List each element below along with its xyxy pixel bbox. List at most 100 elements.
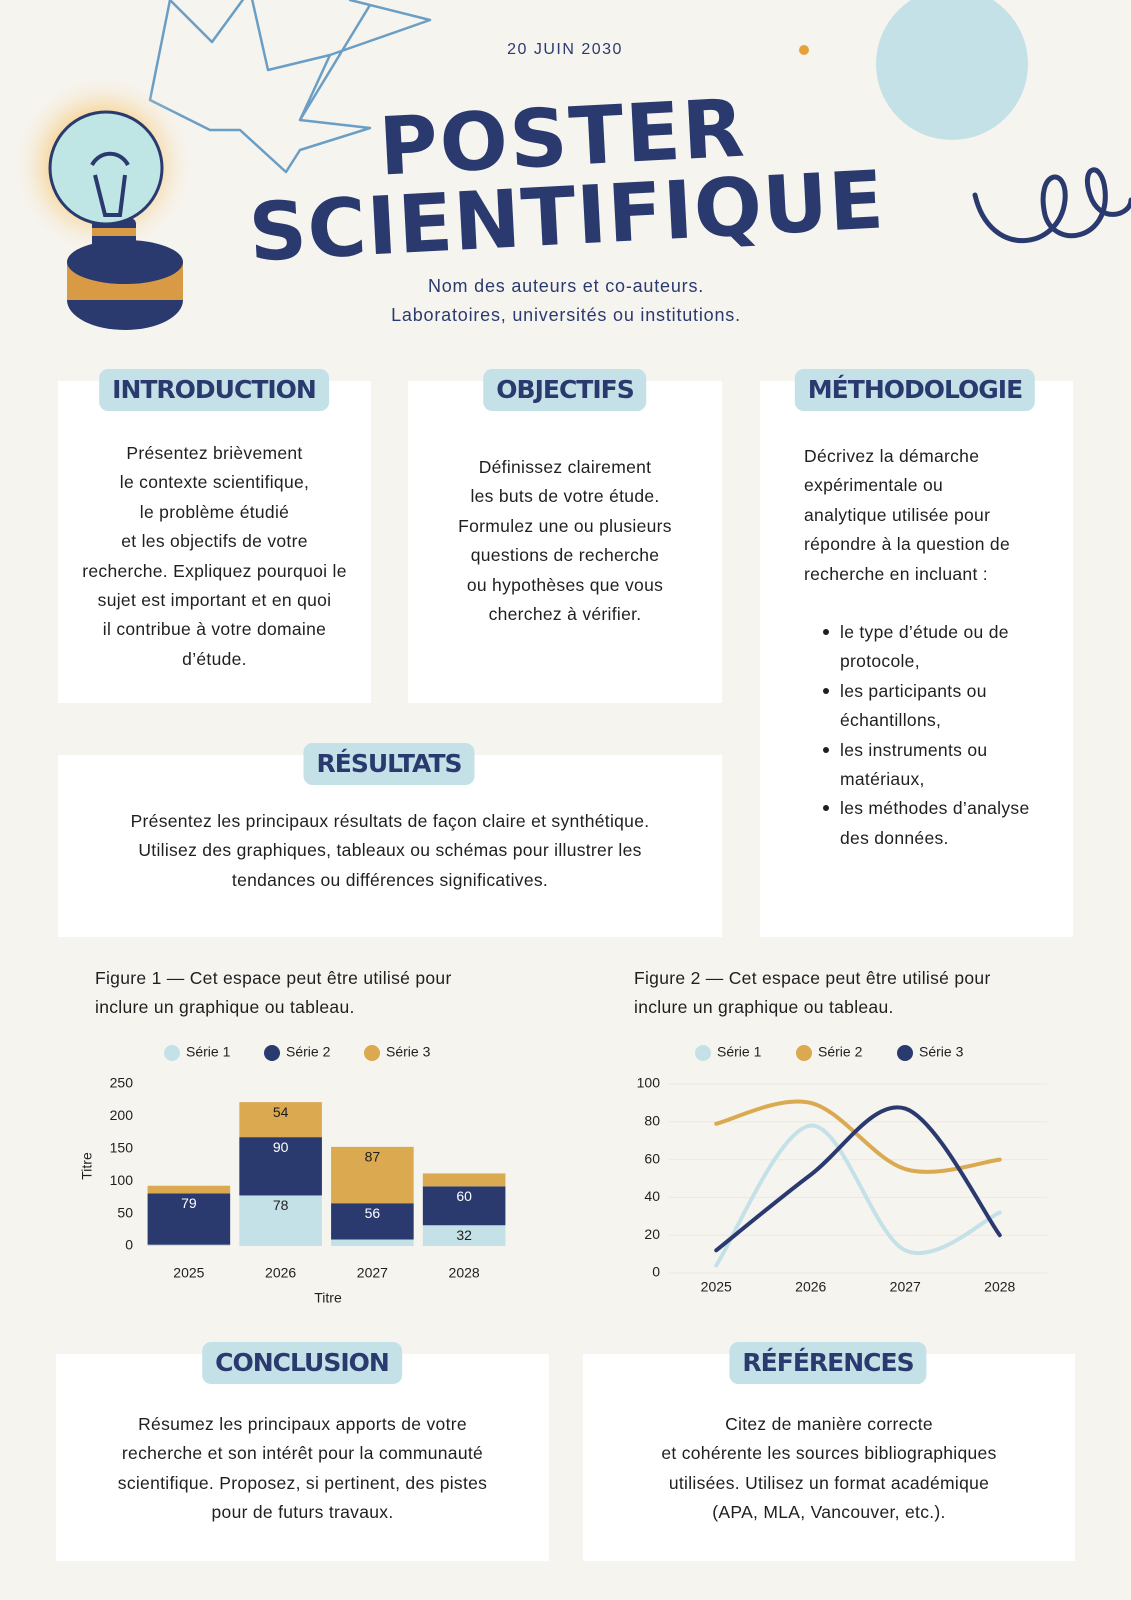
bar-segment	[239, 1195, 322, 1246]
legend-label: Série 3	[386, 1044, 431, 1060]
section-text: questions de recherche	[470, 545, 660, 566]
section-box	[408, 381, 722, 703]
y-tick-label: 20	[644, 1226, 660, 1242]
title: POSTER SCIENTIFIQUE	[247, 81, 887, 279]
data-label: 32	[456, 1227, 472, 1243]
bar-segment	[422, 1186, 506, 1226]
section-heading: INTRODUCTION	[99, 369, 329, 411]
section-text: les buts de votre étude.	[470, 486, 660, 507]
y-tick-label: 250	[110, 1075, 134, 1091]
section-text: cherchez à vérifier.	[488, 604, 642, 624]
section-heading: RÉSULTATS	[303, 743, 475, 785]
series-line	[714, 1105, 1002, 1253]
y-tick-label: 100	[110, 1172, 134, 1188]
section-text: pour de futurs travaux.	[211, 1502, 394, 1523]
section-text: ou hypothèses que vous	[466, 574, 664, 595]
legend-label: Série 1	[186, 1044, 231, 1060]
y-tick-label: 150	[110, 1140, 134, 1156]
series-line	[714, 1123, 1002, 1268]
section-text: sujet est important et en quoi	[97, 590, 332, 610]
section-text: et cohérente les sources bibliographique…	[661, 1443, 997, 1464]
section-text: (APA, MLA, Vancouver, etc.).	[712, 1502, 946, 1523]
bulb-filament	[90, 151, 130, 217]
bar-segment	[331, 1203, 414, 1240]
section-box	[56, 1354, 549, 1561]
star-outline	[298, 0, 432, 121]
section-text: analytique utilisée pour	[804, 504, 991, 525]
title-line: POSTER	[377, 81, 748, 193]
section-heading: RÉFÉRENCES	[729, 1342, 927, 1384]
y-tick-label: 50	[117, 1204, 133, 1220]
bullet-text: matériaux,	[840, 769, 925, 789]
date: 20 JUIN 2030	[507, 41, 623, 58]
section-text: Définissez clairement	[478, 457, 652, 477]
orange-dot	[799, 45, 809, 55]
y-axis-title: Titre	[79, 1152, 95, 1180]
section-text: d’étude.	[182, 648, 247, 669]
x-tick-label: 2028	[984, 1279, 1015, 1295]
bar-segment	[147, 1193, 231, 1245]
y-tick-label: 100	[637, 1075, 661, 1091]
section-text: Décrivez la démarche	[804, 446, 980, 466]
data-label: 56	[365, 1205, 381, 1221]
bar-segment	[147, 1185, 231, 1194]
x-tick-label: 2025	[701, 1279, 732, 1295]
data-label: 79	[181, 1195, 197, 1211]
bullet-text: les participants ou	[840, 680, 987, 701]
bullet-text: les méthodes d’analyse	[840, 798, 1030, 819]
bullet-text: échantillons,	[840, 710, 942, 731]
legend-label: Série 2	[286, 1044, 331, 1060]
bullet	[823, 805, 829, 812]
bulb-socket	[92, 228, 136, 236]
figure-caption: Figure 2 — Cet espace peut être utilisé …	[634, 968, 991, 988]
x-tick-label: 2027	[890, 1279, 921, 1295]
section-text: utilisées. Utilisez un format académique	[668, 1472, 990, 1493]
legend-label: Série 1	[717, 1044, 762, 1060]
x-tick-label: 2027	[357, 1265, 388, 1281]
x-axis-title: Titre	[314, 1290, 342, 1306]
bar-segment	[239, 1137, 322, 1196]
section-text: le contexte scientifique,	[119, 472, 310, 493]
y-tick-label: 60	[644, 1150, 660, 1166]
y-tick-label: 40	[644, 1188, 660, 1204]
bullet	[823, 629, 829, 635]
section-heading: MÉTHODOLOGIE	[794, 369, 1036, 411]
legend-label: Série 3	[919, 1044, 964, 1060]
bullet	[823, 687, 829, 694]
section-text: recherche en incluant :	[804, 563, 988, 584]
legend-swatch	[897, 1045, 913, 1061]
section-heading: CONCLUSION	[202, 1342, 402, 1384]
section-box	[58, 381, 371, 703]
section-text: Résumez les principaux apports de votre	[138, 1414, 467, 1434]
bar-segment	[239, 1102, 322, 1138]
section-text: expérimentale ou	[804, 475, 944, 496]
data-label: 54	[273, 1104, 289, 1120]
y-tick-label: 80	[644, 1113, 660, 1129]
bulb-glass	[48, 110, 164, 226]
bar-segment	[147, 1244, 231, 1246]
x-tick-label: 2025	[173, 1265, 204, 1281]
bullet-text: les instruments ou	[840, 739, 988, 760]
x-tick-label: 2026	[795, 1279, 826, 1295]
section-box	[58, 755, 722, 937]
section-heading: OBJECTIFS	[483, 369, 647, 411]
authors: Nom des auteurs et co-auteurs.	[428, 276, 704, 296]
legend-label: Série 2	[818, 1044, 863, 1060]
section-text: tendances ou différences significatives.	[231, 869, 549, 890]
bar-segment	[331, 1239, 414, 1246]
bar-segment	[422, 1173, 506, 1187]
section-text: le problème étudié	[139, 501, 290, 522]
section-text: Présentez brièvement	[126, 443, 303, 463]
figure-caption: Figure 1 — Cet espace peut être utilisé …	[95, 968, 452, 988]
legend-swatch	[695, 1045, 711, 1061]
section-text: recherche et son intérêt pour la communa…	[121, 1443, 484, 1464]
data-label: 87	[365, 1149, 381, 1165]
bar-segment	[331, 1146, 414, 1204]
section-text: Formulez une ou plusieurs	[458, 515, 672, 536]
blue-circle	[876, 0, 1028, 140]
series-line	[714, 1099, 1002, 1174]
x-tick-label: 2028	[449, 1265, 480, 1281]
